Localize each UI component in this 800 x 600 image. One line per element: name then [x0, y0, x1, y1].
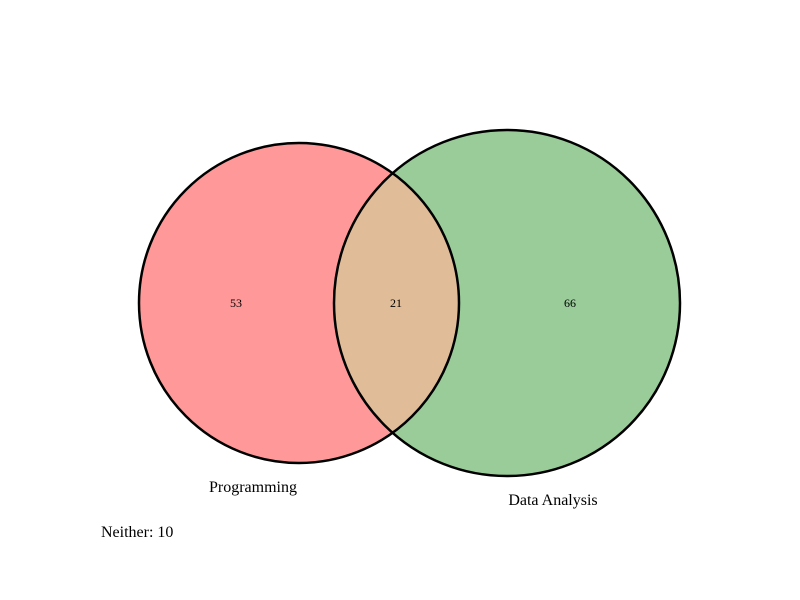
- set-data-analysis-outline: [332, 128, 682, 478]
- set-programming-outline: [137, 141, 461, 465]
- data-analysis-only-count: 66: [564, 296, 576, 310]
- programming-only-count: 53: [230, 296, 242, 310]
- intersection-count: 21: [390, 296, 402, 310]
- programming-set-label: Programming: [209, 479, 297, 496]
- data-analysis-set-label: Data Analysis: [508, 492, 597, 509]
- intersection-region: [334, 143, 459, 463]
- neither-count-label: Neither: 10: [101, 524, 173, 541]
